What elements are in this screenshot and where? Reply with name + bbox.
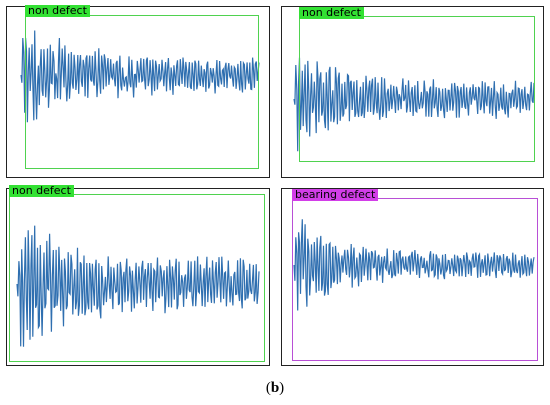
vibration-signal-plot-1	[20, 30, 260, 123]
vibration-signal-plot-2	[293, 57, 535, 152]
vibration-signal-plot-3	[16, 225, 260, 347]
signal-waveform-4	[293, 219, 535, 311]
panel-top-right: non defect	[281, 6, 544, 178]
signal-waveform-2	[293, 57, 535, 152]
panel-top-left: non defect	[6, 5, 270, 178]
detection-box-2	[299, 16, 535, 162]
detection-box-1	[25, 15, 259, 169]
detection-box-4	[292, 198, 538, 361]
detection-label-3: non defect	[9, 185, 74, 197]
detection-label-1: non defect	[25, 5, 90, 17]
caption-close: )	[279, 380, 285, 396]
detection-box-3	[9, 194, 265, 362]
signal-waveform-3	[16, 225, 260, 347]
signal-waveform-1	[20, 30, 260, 123]
panel-bottom-left: non defect	[6, 185, 270, 366]
caption-letter: b	[270, 380, 280, 396]
caption-open: (	[265, 380, 271, 396]
detection-label-2: non defect	[299, 7, 364, 19]
detection-label-4: bearing defect	[292, 189, 379, 201]
panel-bottom-right: bearing defect	[281, 188, 544, 366]
vibration-signal-plot-4	[293, 219, 535, 311]
figure-caption: (b)	[0, 380, 550, 397]
